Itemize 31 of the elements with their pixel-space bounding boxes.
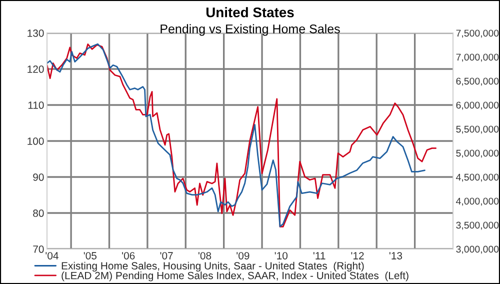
y2-tick-label: 5,500,000: [456, 126, 499, 134]
x-tick-label: '05: [84, 252, 97, 260]
x-tick-label: '09: [236, 252, 250, 260]
x-tick-label: '13: [389, 252, 402, 260]
y-tick-label: 70: [33, 246, 44, 253]
legend-label: Existing Home Sales, Housing Units, Saar - United States (Right): [62, 262, 364, 272]
chart-subtitle: Pending vs Existing Home Sales: [160, 24, 340, 36]
y2-tick-label: 5,000,000: [456, 150, 499, 158]
x-tick-label: '12: [351, 252, 364, 260]
y-tick-label: 110: [28, 102, 44, 109]
y-tick-label: 90: [33, 174, 44, 181]
y2-tick-label: 7,000,000: [456, 54, 499, 62]
y-tick-label: 120: [28, 66, 44, 73]
y2-tick-label: 6,000,000: [456, 102, 499, 110]
y2-tick-label: 3,500,000: [456, 222, 499, 230]
y2-tick-label: 6,500,000: [456, 78, 499, 86]
y2-tick-label: 3,000,000: [456, 246, 499, 254]
y2-tick-label: 4,500,000: [456, 174, 499, 182]
x-tick-label: '11: [313, 252, 326, 260]
x-tick-label: '07: [160, 252, 173, 260]
x-tick-label: '10: [274, 252, 288, 260]
legend-label: (LEAD 2M) Pending Home Sales Index, SAAR, Index - United States (Left): [62, 272, 408, 282]
y-tick-label: 100: [28, 138, 44, 145]
y-tick-label: 130: [28, 30, 44, 37]
chart-title: United States: [206, 7, 294, 18]
y2-tick-label: 4,000,000: [456, 198, 499, 206]
x-tick-label: '08: [198, 252, 212, 260]
y2-tick-label: 7,500,000: [456, 30, 499, 38]
y-tick-label: 80: [33, 210, 44, 217]
x-tick-label: '04: [46, 252, 58, 260]
x-tick-label: '06: [122, 252, 135, 260]
